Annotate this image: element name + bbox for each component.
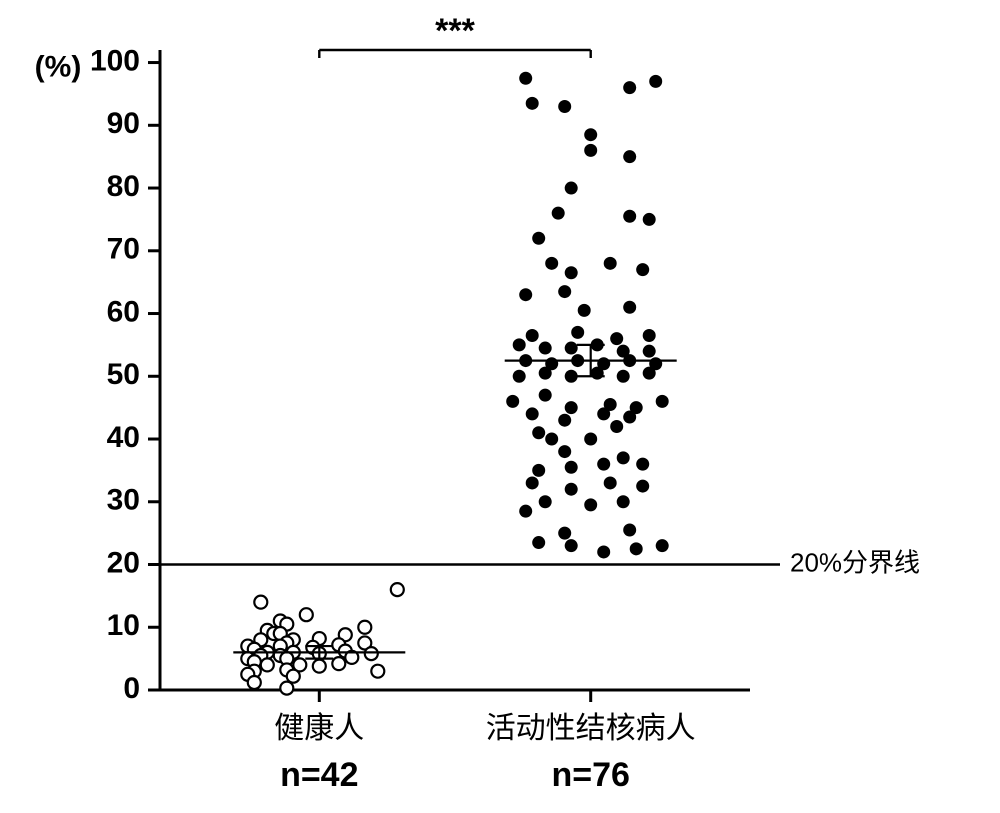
- data-point: [649, 75, 662, 88]
- data-point: [617, 451, 630, 464]
- data-point: [610, 420, 623, 433]
- data-point: [597, 458, 610, 471]
- y-tick-label: 20: [107, 546, 140, 579]
- data-point: [558, 527, 571, 540]
- data-point: [552, 207, 565, 220]
- data-point: [636, 263, 649, 276]
- threshold-label: 20%分界线: [790, 547, 920, 577]
- y-tick-label: 10: [107, 609, 140, 642]
- data-point: [597, 545, 610, 558]
- data-point: [526, 476, 539, 489]
- data-point: [539, 367, 552, 380]
- data-point: [623, 81, 636, 94]
- data-point: [565, 401, 578, 414]
- y-tick-label: 60: [107, 295, 140, 328]
- data-point: [519, 505, 532, 518]
- data-point: [545, 257, 558, 270]
- data-point: [506, 395, 519, 408]
- data-point: [565, 342, 578, 355]
- data-point: [545, 433, 558, 446]
- data-point: [643, 345, 656, 358]
- data-point: [313, 660, 326, 673]
- y-tick-label: 80: [107, 170, 140, 203]
- data-point: [578, 304, 591, 317]
- group-n-label: n=42: [280, 756, 358, 794]
- data-point: [584, 144, 597, 157]
- sig-label: ***: [435, 12, 475, 50]
- data-point: [565, 266, 578, 279]
- y-tick-label: 50: [107, 358, 140, 391]
- data-point: [565, 370, 578, 383]
- y-axis-label: (%): [35, 50, 82, 83]
- data-point: [532, 464, 545, 477]
- data-point: [636, 480, 649, 493]
- scatter-chart: 0 10 20 30 40 50 60 70 80 90 100(%) 20%分界线 *** 健康人 n=4…: [0, 0, 1000, 813]
- data-point: [254, 596, 267, 609]
- y-tick-label: 30: [107, 484, 140, 517]
- data-point: [630, 542, 643, 555]
- data-point: [391, 583, 404, 596]
- data-point: [539, 495, 552, 508]
- data-point: [643, 367, 656, 380]
- data-point: [280, 682, 293, 695]
- group-label: 活动性结核病人: [486, 712, 696, 745]
- data-point: [643, 329, 656, 342]
- data-point: [539, 389, 552, 402]
- y-tick-label: 90: [107, 107, 140, 140]
- data-point: [604, 257, 617, 270]
- data-point: [656, 395, 669, 408]
- data-point: [261, 658, 274, 671]
- data-point: [623, 301, 636, 314]
- data-point: [571, 326, 584, 339]
- y-tick-label: 40: [107, 421, 140, 454]
- data-point: [623, 411, 636, 424]
- data-point: [532, 426, 545, 439]
- data-point: [519, 288, 532, 301]
- data-point: [623, 150, 636, 163]
- data-point: [526, 329, 539, 342]
- data-point: [565, 182, 578, 195]
- data-point: [526, 407, 539, 420]
- group-n-label: n=76: [551, 756, 629, 794]
- data-point: [623, 524, 636, 537]
- data-point: [539, 342, 552, 355]
- data-point: [584, 128, 597, 141]
- data-point: [332, 657, 345, 670]
- data-point: [643, 213, 656, 226]
- data-point: [558, 285, 571, 298]
- data-point: [300, 608, 313, 621]
- data-point: [623, 210, 636, 223]
- group-label: 健康人: [274, 712, 364, 745]
- data-point: [617, 495, 630, 508]
- data-point: [604, 476, 617, 489]
- data-point: [526, 97, 539, 110]
- data-point: [656, 539, 669, 552]
- data-point: [565, 461, 578, 474]
- data-point: [358, 621, 371, 634]
- data-point: [513, 370, 526, 383]
- data-point: [532, 232, 545, 245]
- y-tick-label: 0: [123, 672, 140, 705]
- data-point: [610, 332, 623, 345]
- y-tick-label: 70: [107, 233, 140, 266]
- data-point: [519, 72, 532, 85]
- data-point: [365, 647, 378, 660]
- data-point: [617, 370, 630, 383]
- data-point: [558, 100, 571, 113]
- data-point: [558, 414, 571, 427]
- data-point: [584, 498, 597, 511]
- data-point: [287, 670, 300, 683]
- data-point: [532, 536, 545, 549]
- data-point: [565, 483, 578, 496]
- y-tick-label: 100: [90, 44, 140, 77]
- data-point: [513, 338, 526, 351]
- data-point: [591, 367, 604, 380]
- data-point: [584, 433, 597, 446]
- data-point: [597, 407, 610, 420]
- data-point: [565, 539, 578, 552]
- data-point: [371, 665, 384, 678]
- data-point: [636, 458, 649, 471]
- data-point: [248, 676, 261, 689]
- data-point: [558, 445, 571, 458]
